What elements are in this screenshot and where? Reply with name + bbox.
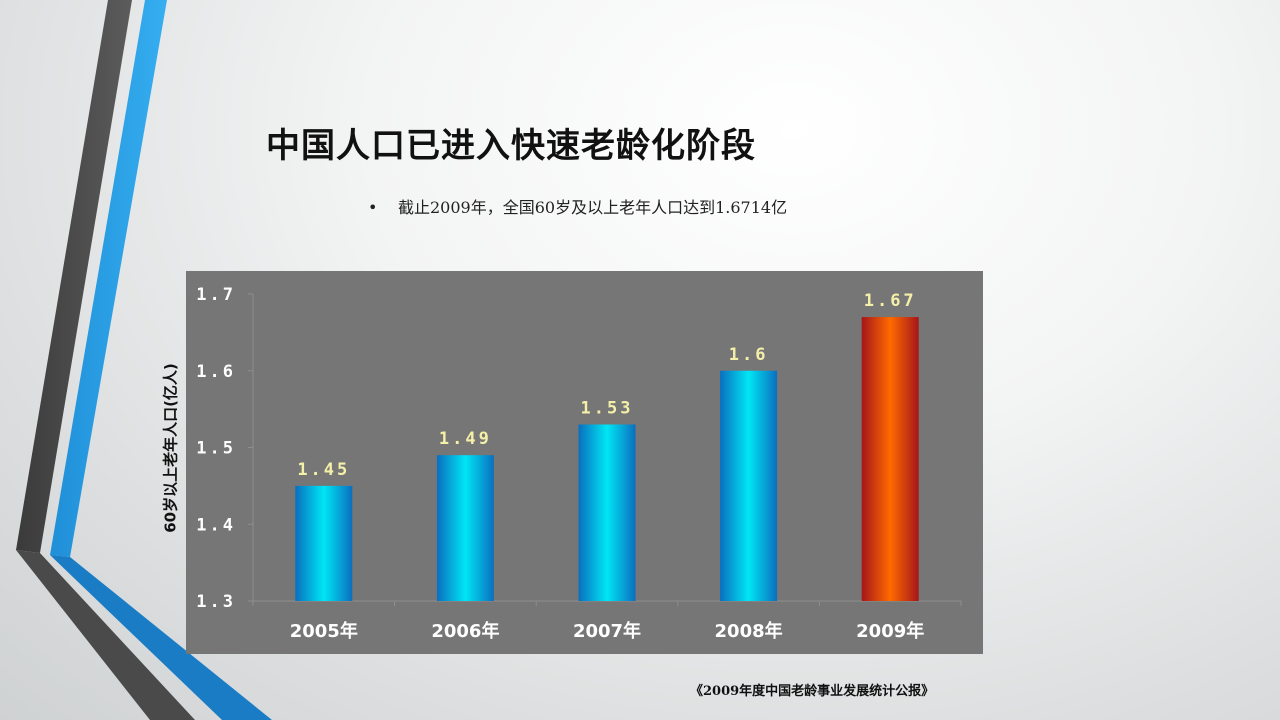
data-label: 1.45	[297, 460, 350, 480]
bar-2005年	[295, 485, 353, 601]
data-label: 1.67	[864, 291, 917, 311]
bar-2009年	[861, 317, 919, 601]
y-tick-label: 1.5	[196, 439, 236, 459]
bar-2008年	[720, 370, 778, 601]
dark-stripe-lower	[16, 550, 195, 720]
y-tick-label: 1.7	[196, 285, 236, 305]
bar-2007年	[578, 424, 636, 601]
bullet-label: 截止2009年，全国60岁及以上老年人口达到1.6714亿	[398, 198, 788, 217]
axes: 1.3 1.4 1.5 1.6 1.7	[196, 285, 962, 612]
bullet-text: • 截止2009年，全国60岁及以上老年人口达到1.6714亿	[368, 194, 787, 218]
blue-stripe-upper	[50, 0, 167, 557]
bullet-dot: •	[368, 198, 378, 217]
data-label: 1.6	[729, 345, 769, 365]
source-citation: 《2009年度中国老龄事业发展统计公报》	[690, 684, 935, 699]
dark-stripe-upper	[16, 0, 132, 553]
slide-title: 中国人口已进入快速老龄化阶段	[266, 126, 756, 166]
y-tick-label: 1.4	[196, 515, 236, 535]
bars	[295, 317, 919, 601]
x-tick-label: 2006年	[431, 620, 499, 642]
y-tick-label: 1.3	[196, 592, 236, 612]
y-tick-label: 1.6	[196, 362, 236, 382]
bar-2006年	[436, 455, 494, 601]
x-tick-label: 2005年	[290, 620, 358, 642]
blue-stripe-lower	[50, 555, 272, 720]
x-tick-label: 2009年	[856, 620, 924, 642]
data-label: 1.53	[581, 398, 634, 418]
x-tick-label: 2007年	[573, 620, 641, 642]
data-label: 1.49	[439, 429, 492, 449]
y-axis-label: 60岁以上老年人口(亿人)	[161, 363, 180, 533]
bar-chart: 1.3 1.4 1.5 1.6 1.7 1.45 2005年 1.49 2006年 1.53 20…	[186, 271, 983, 654]
x-tick-label: 2008年	[715, 620, 783, 642]
labels: 1.45 2005年 1.49 2006年 1.53 2007年 1.6 2008年 1.67 2…	[290, 291, 925, 642]
